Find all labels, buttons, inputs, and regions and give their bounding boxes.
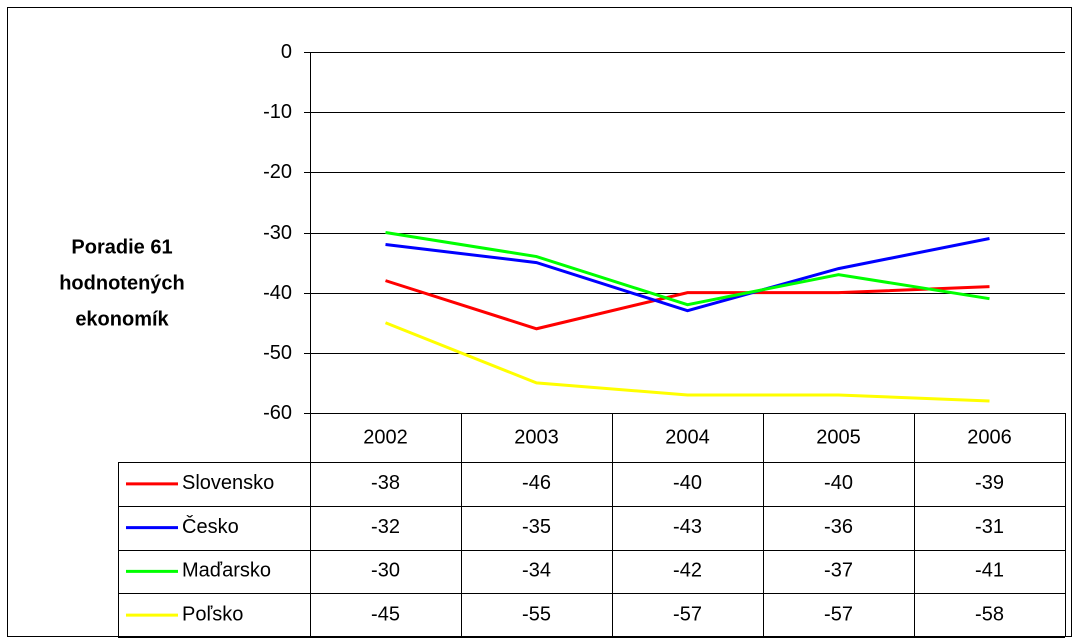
table-value: -43 [673, 516, 702, 538]
y-axis-label: Poradie 61 [71, 236, 172, 258]
table-value: -58 [975, 603, 1004, 625]
y-tick-label: -40 [263, 282, 292, 304]
table-value: -45 [371, 603, 400, 625]
table-value: -40 [824, 472, 853, 494]
table-value: -36 [824, 516, 853, 538]
table-value: -55 [522, 603, 551, 625]
table-value: -38 [371, 472, 400, 494]
series-line [385, 237, 990, 313]
x-tick-label: 2002 [363, 426, 408, 448]
legend-label: Poľsko [182, 603, 243, 625]
table-value: -37 [824, 560, 853, 582]
table-value: -40 [673, 472, 702, 494]
y-tick-label: -50 [263, 342, 292, 364]
y-tick-label: -60 [263, 402, 292, 424]
table-value: -57 [824, 603, 853, 625]
table-value: -57 [673, 603, 702, 625]
table-value: -42 [673, 560, 702, 582]
series-line [384, 321, 990, 403]
y-tick-label: 0 [281, 41, 292, 63]
legend-label: Maďarsko [182, 560, 271, 582]
x-tick-label: 2003 [514, 426, 559, 448]
legend-label: Česko [182, 515, 239, 538]
x-tick-label: 2005 [816, 426, 861, 448]
table-value: -39 [975, 472, 1004, 494]
y-tick-label: -20 [263, 161, 292, 183]
table-value: -32 [371, 516, 400, 538]
table-value: -34 [522, 560, 551, 582]
table-value: -30 [371, 560, 400, 582]
legend-label: Slovensko [182, 472, 274, 494]
y-tick-label: -10 [263, 101, 292, 123]
x-tick-label: 2004 [665, 426, 710, 448]
table-value: -35 [522, 516, 551, 538]
y-axis-label: ekonomík [75, 308, 169, 330]
table-value: -46 [522, 472, 551, 494]
table-value: -31 [975, 516, 1004, 538]
y-axis-label: hodnotených [59, 272, 185, 294]
y-tick-label: -30 [263, 222, 292, 244]
table-value: -41 [975, 560, 1004, 582]
series-line [385, 279, 990, 331]
x-tick-label: 2006 [967, 426, 1012, 448]
series-line [385, 231, 990, 307]
